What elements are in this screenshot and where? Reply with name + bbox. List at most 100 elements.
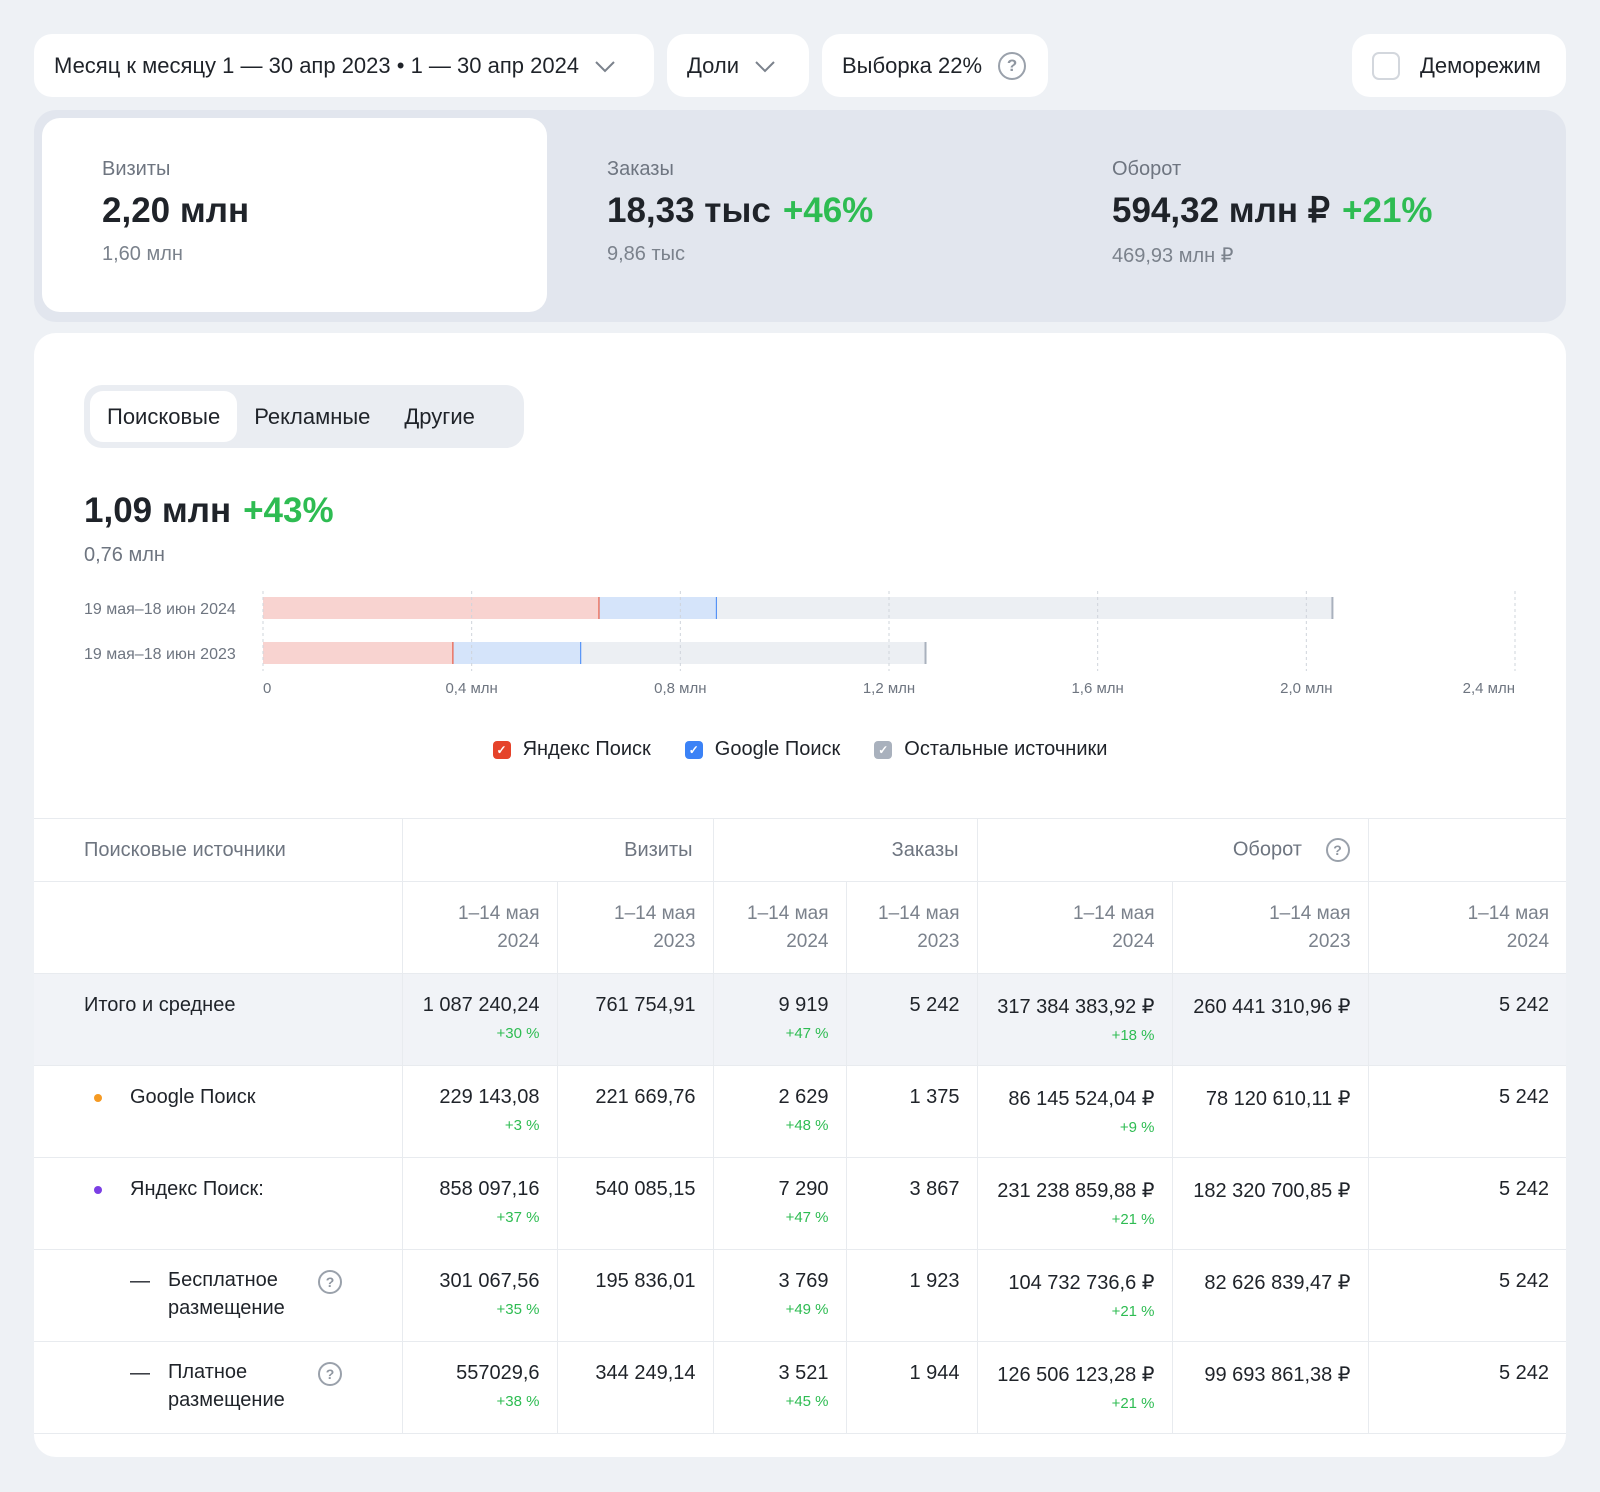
table-header-row: Поисковые источники Визиты Заказы Оборот…	[34, 818, 1566, 882]
legend-item-yandex[interactable]: ✓ Яндекс Поиск	[492, 738, 651, 761]
summary-prev: 9,86 тыс	[607, 243, 686, 265]
cell-change: +21 %	[1111, 1303, 1155, 1320]
period-header: 1–14 мая 2024	[401, 881, 557, 974]
help-icon[interactable]: ?	[318, 1270, 342, 1294]
mode-selector[interactable]: Доли	[667, 34, 809, 97]
tab-search[interactable]: Поисковые	[90, 391, 238, 442]
cell-change: +45 %	[785, 1393, 829, 1410]
cell-value: 858 097,16	[439, 1178, 540, 1200]
legend-label: Яндекс Поиск	[522, 738, 651, 760]
help-icon[interactable]: ?	[1325, 838, 1350, 862]
cell-change: +48 %	[785, 1117, 829, 1134]
table-row[interactable]: — Бесплатное размещение? 301 067,56 +35 % 19…	[34, 1249, 1566, 1342]
category-label: 19 мая–18 июн 2023	[84, 646, 236, 663]
legend-item-other[interactable]: ✓ Остальные источники	[874, 738, 1107, 761]
cell-value: 82 626 839,47 ₽	[1204, 1272, 1351, 1294]
column-header-turnover[interactable]: Оборот ?	[976, 818, 1369, 882]
table-cell: 5 242	[1367, 1341, 1566, 1434]
column-header-orders[interactable]: Заказы	[712, 818, 978, 882]
sources-table: Поисковые источники Визиты Заказы Оборот…	[34, 818, 1566, 1434]
cell-change: +38 %	[496, 1393, 540, 1410]
demo-label: Деморежим	[1420, 52, 1541, 78]
table-row[interactable]: Яндекс Поиск: 858 097,16 +37 % 540 085,15 7 …	[34, 1157, 1566, 1250]
legend-label: Остальные источники	[904, 738, 1108, 760]
table-row[interactable]: Итого и среднее 1 087 240,24 +30 % 761 754,…	[34, 973, 1566, 1066]
cell-value: 3 867	[909, 1178, 960, 1200]
main-metric: 1,09 млн +43%	[84, 491, 334, 530]
summary-card-orders[interactable]: Заказы 18,33 тыс +46% 9,86 тыс	[547, 118, 1052, 312]
dash-icon: —	[130, 1270, 150, 1292]
cell-value: 5 242	[1498, 1362, 1550, 1384]
cell-value: 1 375	[909, 1086, 960, 1108]
summary-card-visits[interactable]: Визиты 2,20 млн 1,60 млн	[42, 118, 547, 312]
period-header: 1–14 мая 2024	[1367, 881, 1566, 974]
row-name: Итого и среднее	[84, 994, 236, 1016]
cell-value: 3 769	[778, 1270, 829, 1292]
legend-item-google[interactable]: ✓ Google Поиск	[684, 738, 840, 761]
mode-label: Доли	[687, 52, 740, 78]
main-metric-prev: 0,76 млн	[84, 544, 165, 566]
row-name-cell: — Платное размещение?	[34, 1341, 402, 1434]
bar-segment	[263, 642, 454, 664]
table-cell: 9 919 +47 %	[712, 973, 847, 1066]
summary-change: +21%	[1342, 191, 1433, 230]
table-cell: 5 242	[1367, 1249, 1566, 1342]
cell-value: 557029,6	[456, 1362, 540, 1384]
help-icon[interactable]: ?	[318, 1362, 342, 1386]
table-cell: 182 320 700,85 ₽	[1171, 1157, 1369, 1250]
table-cell: 3 769 +49 %	[712, 1249, 847, 1342]
cell-change: +37 %	[496, 1209, 540, 1226]
tab-ads[interactable]: Рекламные	[254, 403, 371, 429]
table-cell: 2 629 +48 %	[712, 1065, 847, 1158]
source-dot-icon	[94, 1185, 102, 1194]
column-header-visits[interactable]: Визиты	[401, 818, 714, 882]
cell-value: 7 290	[778, 1178, 829, 1200]
checkbox-checked-icon: ✓	[684, 740, 703, 759]
table-cell: 7 290 +47 %	[712, 1157, 847, 1250]
cell-change: +49 %	[785, 1301, 829, 1318]
period-selector[interactable]: Месяц к месяцу 1 — 30 апр 2023 • 1 — 30 …	[34, 34, 654, 97]
cell-value: 195 836,01	[595, 1270, 696, 1292]
cell-value: 229 143,08	[439, 1086, 540, 1108]
chevron-down-icon	[755, 60, 775, 72]
cell-change: +21 %	[1111, 1395, 1155, 1412]
summary-prev: 1,60 млн	[102, 243, 183, 265]
cell-value: 126 506 123,28 ₽	[997, 1364, 1155, 1386]
table-row[interactable]: Google Поиск 229 143,08 +3 % 221 669,76 2 62…	[34, 1065, 1566, 1158]
table-subheader-row: 1–14 мая 2024 1–14 мая 2023 1–14 мая 2024 1…	[34, 881, 1566, 974]
checkbox-checked-icon: ✓	[492, 740, 511, 759]
cell-value: 78 120 610,11 ₽	[1205, 1088, 1351, 1110]
tab-other[interactable]: Другие	[404, 403, 475, 429]
chart-legend: ✓ Яндекс Поиск ✓ Google Поиск ✓ Остальны…	[34, 738, 1566, 761]
table-cell: 5 242	[1367, 1157, 1566, 1250]
x-tick-label: 2,0 млн	[1280, 680, 1332, 697]
cell-change: +47 %	[785, 1025, 829, 1042]
cell-change: +21 %	[1111, 1211, 1155, 1228]
summary-label: Заказы	[607, 158, 674, 180]
table-row[interactable]: — Платное размещение? 557029,6 +38 % 344 249…	[34, 1341, 1566, 1434]
period-header: 1–14 мая 2023	[845, 881, 978, 974]
cell-value: 231 238 859,88 ₽	[997, 1180, 1155, 1202]
table-cell: 557029,6 +38 %	[401, 1341, 557, 1434]
sample-selector[interactable]: Выборка 22% ?	[822, 34, 1048, 97]
summary-value: 2,20 млн	[102, 191, 250, 230]
demo-mode-toggle[interactable]: Деморежим	[1352, 34, 1566, 97]
table-cell: 1 944	[845, 1341, 978, 1434]
column-header-sources: Поисковые источники	[34, 818, 402, 882]
summary-card-turnover[interactable]: Оборот 594,32 млн ₽ +21% 469,93 млн ₽	[1052, 118, 1557, 312]
cell-value: 317 384 383,92 ₽	[997, 996, 1155, 1018]
table-cell: 221 669,76	[556, 1065, 714, 1158]
table-cell: 344 249,14	[556, 1341, 714, 1434]
table-cell: 104 732 736,6 ₽ +21 %	[976, 1249, 1173, 1342]
demo-checkbox[interactable]	[1372, 51, 1400, 80]
table-cell: 229 143,08 +3 %	[401, 1065, 557, 1158]
dash-icon: —	[130, 1362, 150, 1384]
cell-value: 2 629	[778, 1086, 829, 1108]
cell-value: 221 669,76	[595, 1086, 696, 1108]
cell-value: 99 693 861,38 ₽	[1204, 1364, 1351, 1386]
cell-value: 1 087 240,24	[422, 994, 540, 1016]
table-cell: 1 375	[845, 1065, 978, 1158]
cell-change: +30 %	[496, 1025, 540, 1042]
help-icon[interactable]: ?	[998, 51, 1027, 80]
sub-row-name: — Платное размещение?	[84, 1361, 385, 1414]
